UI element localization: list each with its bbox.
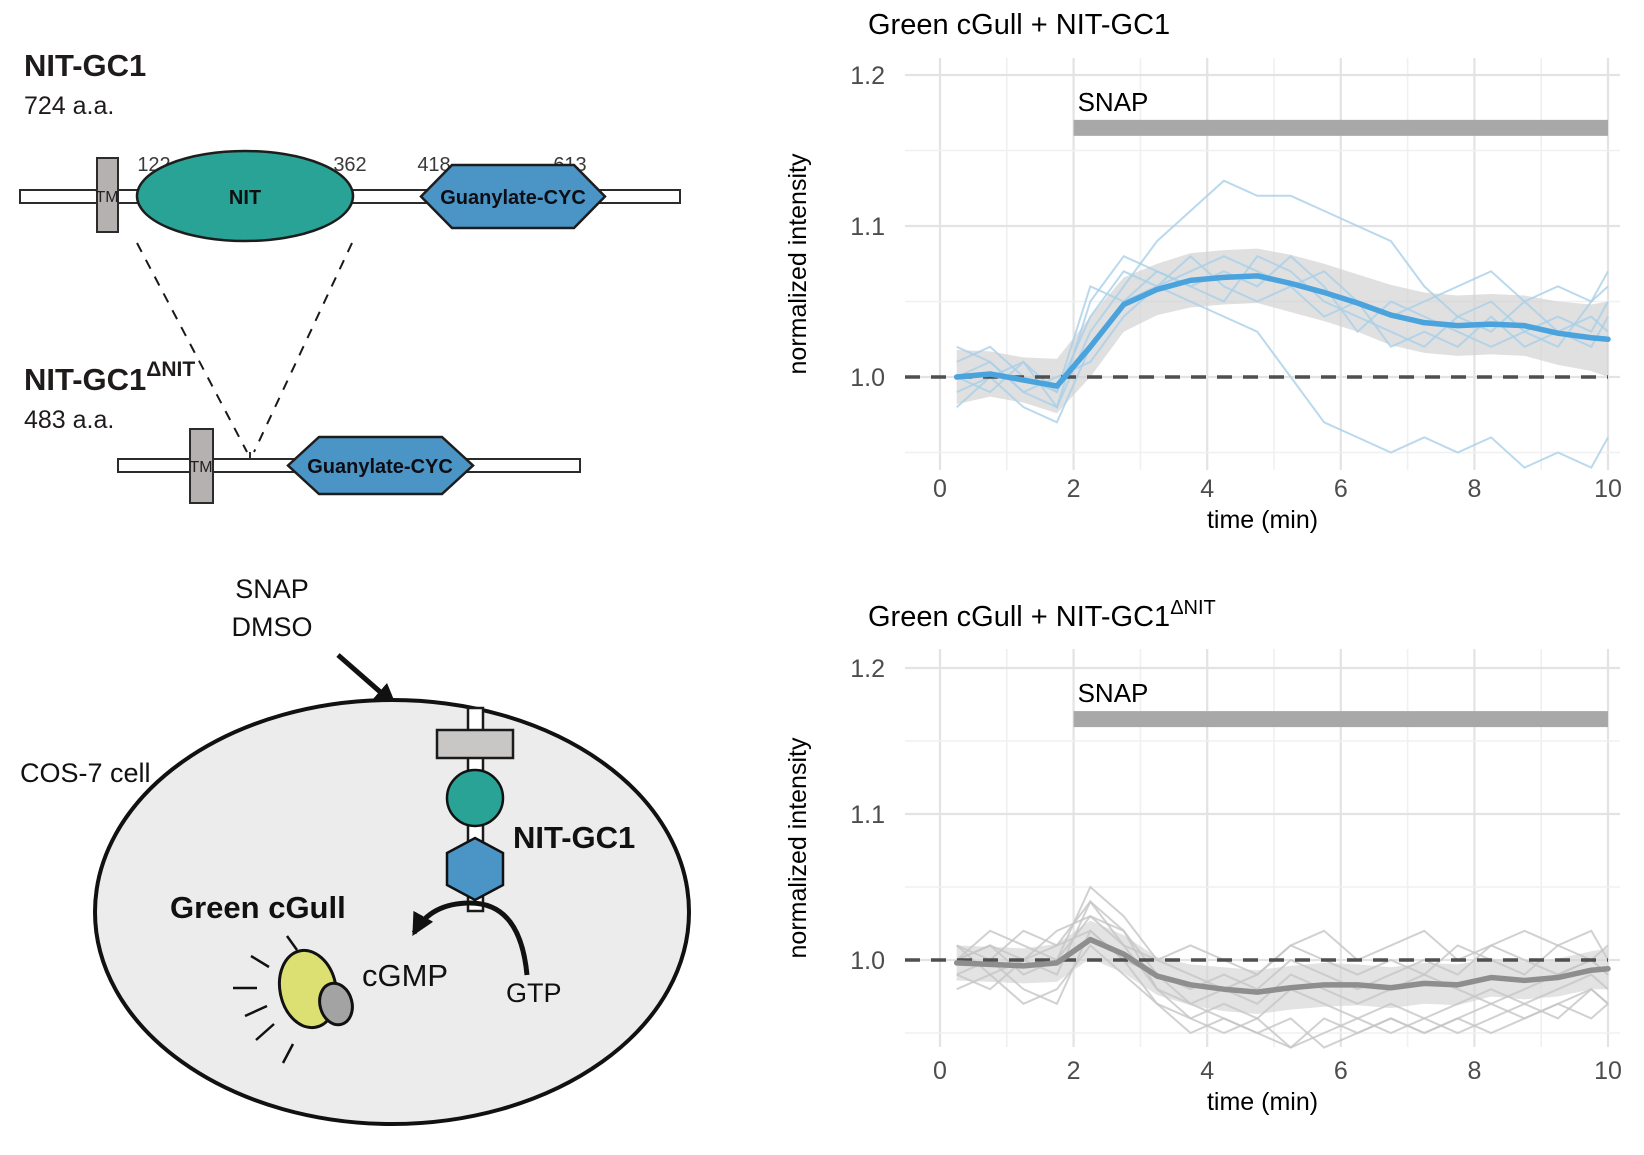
construct-label: NIT-GC1: [513, 820, 635, 855]
glow-ray: [285, 935, 299, 951]
treatment-bar-label: SNAP: [1078, 87, 1149, 117]
construct-full-length: 724 a.a.: [24, 92, 114, 120]
single-cell-trace: [956, 915, 1609, 976]
construct-full-title: NIT-GC1: [24, 48, 146, 83]
product-label: cGMP: [362, 958, 448, 993]
treatment-label-snap: SNAP: [235, 574, 309, 604]
x-tick-label: 10: [1594, 475, 1622, 503]
glow-ray: [250, 954, 270, 969]
receptor-cyclase-domain: [445, 836, 505, 902]
nit-domain-label: NIT: [229, 187, 261, 209]
single-cell-trace: [956, 285, 1609, 469]
mean-line: [953, 936, 1611, 995]
x-tick-label: 0: [933, 475, 947, 503]
glow-ray: [281, 1043, 295, 1064]
guanylate-cyc-label-full: Guanylate-CYC: [440, 187, 586, 209]
x-tick-label: 8: [1467, 1057, 1481, 1085]
chart-nitgc1: SNAP 0 2 4 6 8 10 1.0 1.1 1.2 time (min) normalized…: [784, 9, 1622, 534]
tm-domain-truncated: [189, 428, 214, 504]
glow-ray: [255, 1023, 275, 1041]
receptor-nit-domain: [445, 768, 505, 828]
guanylate-cyc-hexagon-truncated: [286, 435, 475, 496]
sem-ribbon: [956, 248, 1608, 414]
cell-label: COS-7 cell: [20, 758, 151, 788]
y-tick-label: 1.0: [850, 947, 885, 975]
substrate-label: GTP: [506, 978, 562, 1008]
glow-ray: [244, 1004, 268, 1018]
treatment-bar-label: SNAP: [1078, 678, 1149, 708]
guanylate-cyc-hexagon-full: [419, 163, 607, 230]
construct-truncated-title: NIT-GC1ΔNIT: [24, 358, 195, 397]
construct-truncated-title-base: NIT-GC1: [24, 362, 146, 397]
sensor-knob: [318, 981, 354, 1027]
single-cell-trace: [956, 254, 1609, 408]
y-tick-label: 1.1: [850, 213, 885, 241]
treatment-bar: [1073, 119, 1608, 136]
x-tick-label: 10: [1594, 1057, 1622, 1085]
construct-truncated-title-sup: ΔNIT: [146, 358, 195, 381]
nit-domain-ellipse: [135, 149, 355, 243]
chart-title: Green cGull + NIT-GC1: [868, 9, 1170, 41]
y-axis-title: normalized intensity: [784, 737, 812, 958]
tm-domain-truncated-label: TM: [189, 459, 212, 476]
single-cell-trace: [956, 179, 1609, 409]
treatment-bar: [1073, 711, 1608, 728]
cyc-start-position: 418: [417, 154, 450, 176]
x-tick-label: 6: [1334, 475, 1348, 503]
mean-line: [953, 273, 1611, 389]
single-cell-trace: [956, 900, 1609, 1005]
x-tick-label: 4: [1200, 475, 1214, 503]
y-tick-label: 1.1: [850, 801, 885, 829]
nit-end-position: 362: [333, 154, 366, 176]
chart-nitgc1-dnit: SNAP 0 2 4 6 8 10 1.0 1.1 1.2 time (min) normalized…: [784, 597, 1622, 1116]
single-cell-trace: [956, 929, 1609, 991]
x-tick-label: 6: [1334, 1057, 1348, 1085]
guanylate-cyc-label-truncated: Guanylate-CYC: [307, 456, 453, 478]
deletion-dashed-line-right: [253, 242, 353, 453]
catalysis-arrow: [411, 900, 530, 976]
y-tick-label: 1.2: [850, 655, 885, 683]
x-tick-label: 2: [1067, 1057, 1081, 1085]
protein-domain-panel: NIT-GC1 724 a.a. TM 122 362 418 613 NIT …: [19, 48, 681, 504]
y-axis-title: normalized intensity: [784, 153, 812, 374]
single-cell-trace: [956, 929, 1609, 1049]
tm-domain-full-label: TM: [95, 189, 118, 206]
x-tick-label: 0: [933, 1057, 947, 1085]
chart-title: Green cGull + NIT-GC1ΔNIT: [868, 597, 1216, 633]
x-tick-label: 2: [1067, 475, 1081, 503]
deletion-dashed-line-left: [136, 242, 248, 453]
treatment-label-dmso: DMSO: [232, 612, 313, 642]
single-cell-trace: [956, 914, 1609, 1049]
x-tick-label: 8: [1467, 475, 1481, 503]
x-axis-title: time (min): [1207, 506, 1318, 534]
sensor-glow-rays: [233, 935, 299, 1064]
receptor-membrane-segment: [435, 728, 515, 760]
treatment-arrow: [336, 653, 397, 707]
tm-domain-full: [96, 157, 119, 233]
y-tick-label: 1.2: [850, 62, 885, 90]
cos7-cell-body: [93, 698, 691, 1126]
sensor-label: Green cGull: [170, 890, 346, 925]
x-tick-label: 4: [1200, 1057, 1214, 1085]
x-axis-title: time (min): [1207, 1088, 1318, 1116]
cell-schematic-panel: SNAP DMSO COS-7 cell NIT-GC1 Green cGull…: [20, 574, 691, 1126]
y-tick-label: 1.0: [850, 364, 885, 392]
construct-truncated-length: 483 a.a.: [24, 406, 114, 434]
